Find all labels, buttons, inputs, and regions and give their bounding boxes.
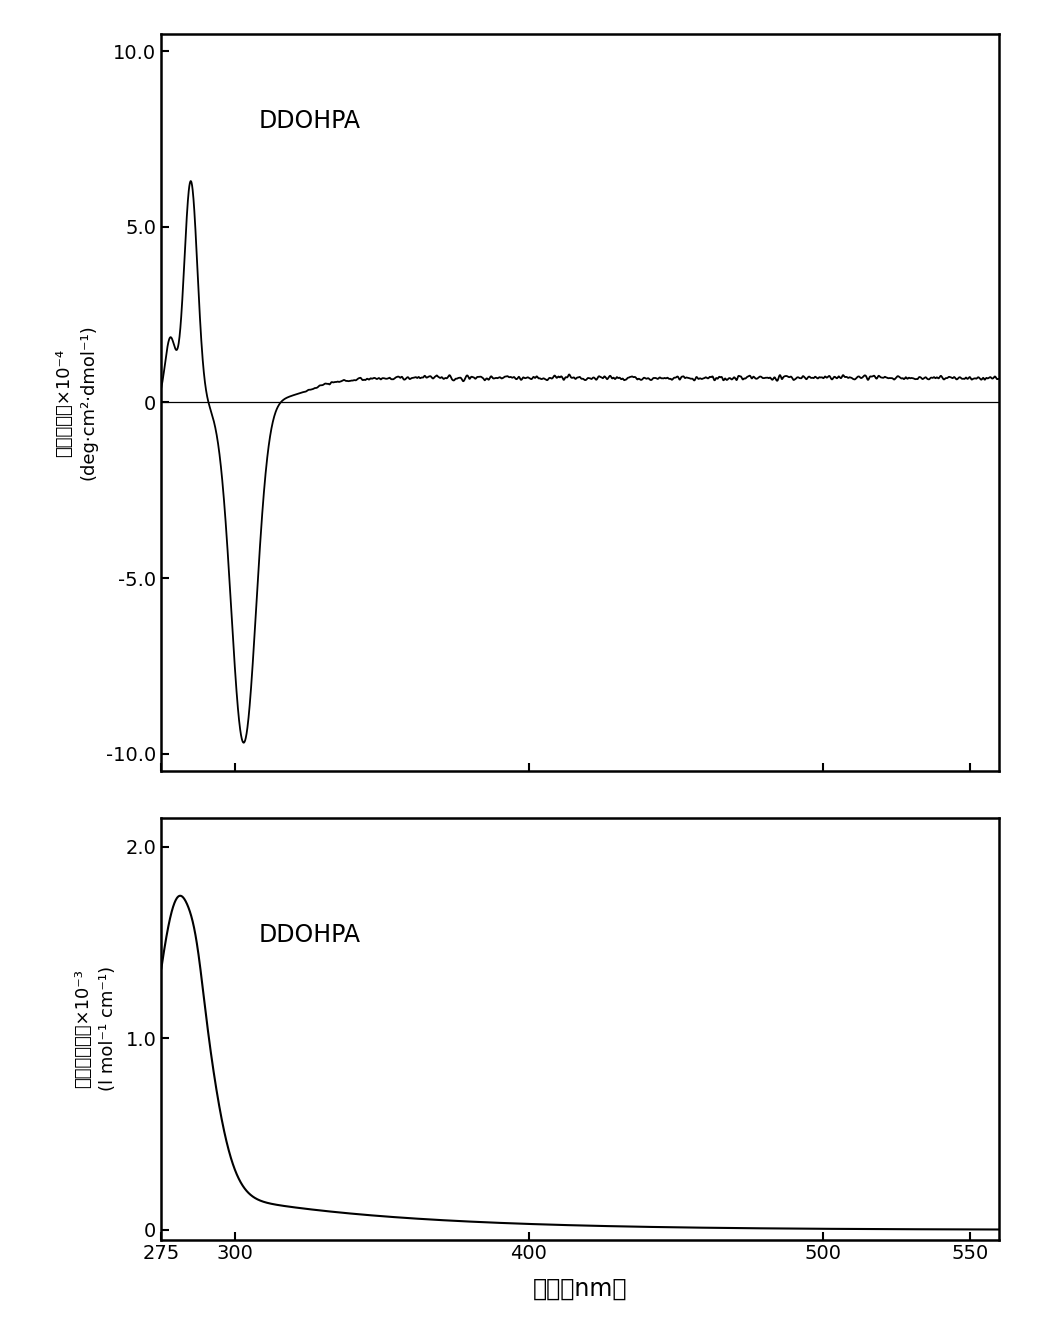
Y-axis label: 摩尔椿圆率×10⁻⁴
(deg·cm²·dmol⁻¹): 摩尔椿圆率×10⁻⁴ (deg·cm²·dmol⁻¹)	[55, 324, 98, 480]
X-axis label: 波长［nm］: 波长［nm］	[533, 1277, 628, 1301]
Text: DDOHPA: DDOHPA	[258, 110, 360, 134]
Text: DDOHPA: DDOHPA	[258, 923, 360, 947]
Y-axis label: 摩尔吸光系数×10⁻³
(l mol⁻¹ cm⁻¹): 摩尔吸光系数×10⁻³ (l mol⁻¹ cm⁻¹)	[74, 966, 118, 1091]
